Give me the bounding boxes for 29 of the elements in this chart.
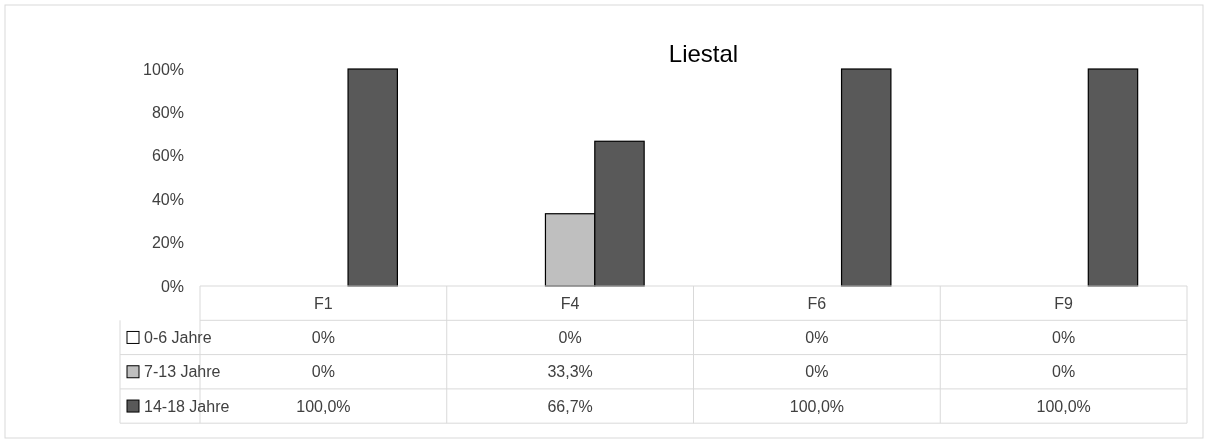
- y-tick-label: 60%: [151, 147, 184, 165]
- bar: [347, 68, 398, 287]
- legend-label: 7-13 Jahre: [144, 363, 221, 381]
- data-label: 0%: [1052, 363, 1076, 381]
- chart-title: Liestal: [668, 40, 739, 67]
- legend-label: 0-6 Jahre: [144, 329, 212, 347]
- bar: [840, 68, 892, 287]
- x-tick-label: F9: [1054, 294, 1074, 312]
- y-tick-label: 20%: [151, 234, 184, 252]
- x-tick-label: F4: [560, 294, 580, 312]
- x-tick-label: F1: [314, 294, 333, 312]
- data-label: 0%: [1052, 329, 1076, 347]
- data-label: 100,0%: [789, 397, 845, 415]
- data-label: 0%: [311, 329, 335, 347]
- data-label: 0%: [805, 363, 829, 381]
- data-label: 0%: [805, 329, 829, 347]
- data-label: 0%: [311, 363, 335, 381]
- data-label: 66,7%: [547, 397, 593, 415]
- y-tick-label: 40%: [151, 190, 184, 208]
- data-label: 0%: [558, 329, 582, 347]
- y-tick-label: 0%: [160, 277, 184, 295]
- data-label: 100,0%: [1036, 397, 1091, 415]
- data-label: 33,3%: [547, 363, 593, 381]
- y-tick-label: 100%: [143, 60, 184, 78]
- bar: [1087, 68, 1139, 287]
- data-label: 100,0%: [296, 397, 351, 415]
- x-tick-label: F6: [807, 294, 827, 312]
- legend-label: 14-18 Jahre: [144, 397, 230, 415]
- y-tick-label: 80%: [151, 104, 184, 121]
